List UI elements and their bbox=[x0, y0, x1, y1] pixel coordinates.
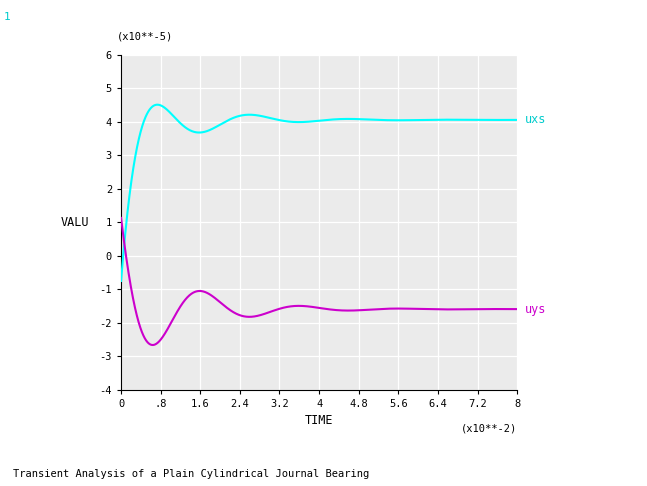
Y-axis label: VALU: VALU bbox=[60, 216, 89, 228]
Text: uxs: uxs bbox=[525, 113, 546, 126]
X-axis label: TIME: TIME bbox=[305, 414, 333, 427]
Text: Transient Analysis of a Plain Cylindrical Journal Bearing: Transient Analysis of a Plain Cylindrica… bbox=[13, 469, 369, 479]
Text: (x10**-2): (x10**-2) bbox=[461, 423, 517, 433]
Text: (x10**-5): (x10**-5) bbox=[117, 31, 173, 41]
Text: 1: 1 bbox=[3, 12, 10, 22]
Text: uys: uys bbox=[525, 303, 546, 315]
